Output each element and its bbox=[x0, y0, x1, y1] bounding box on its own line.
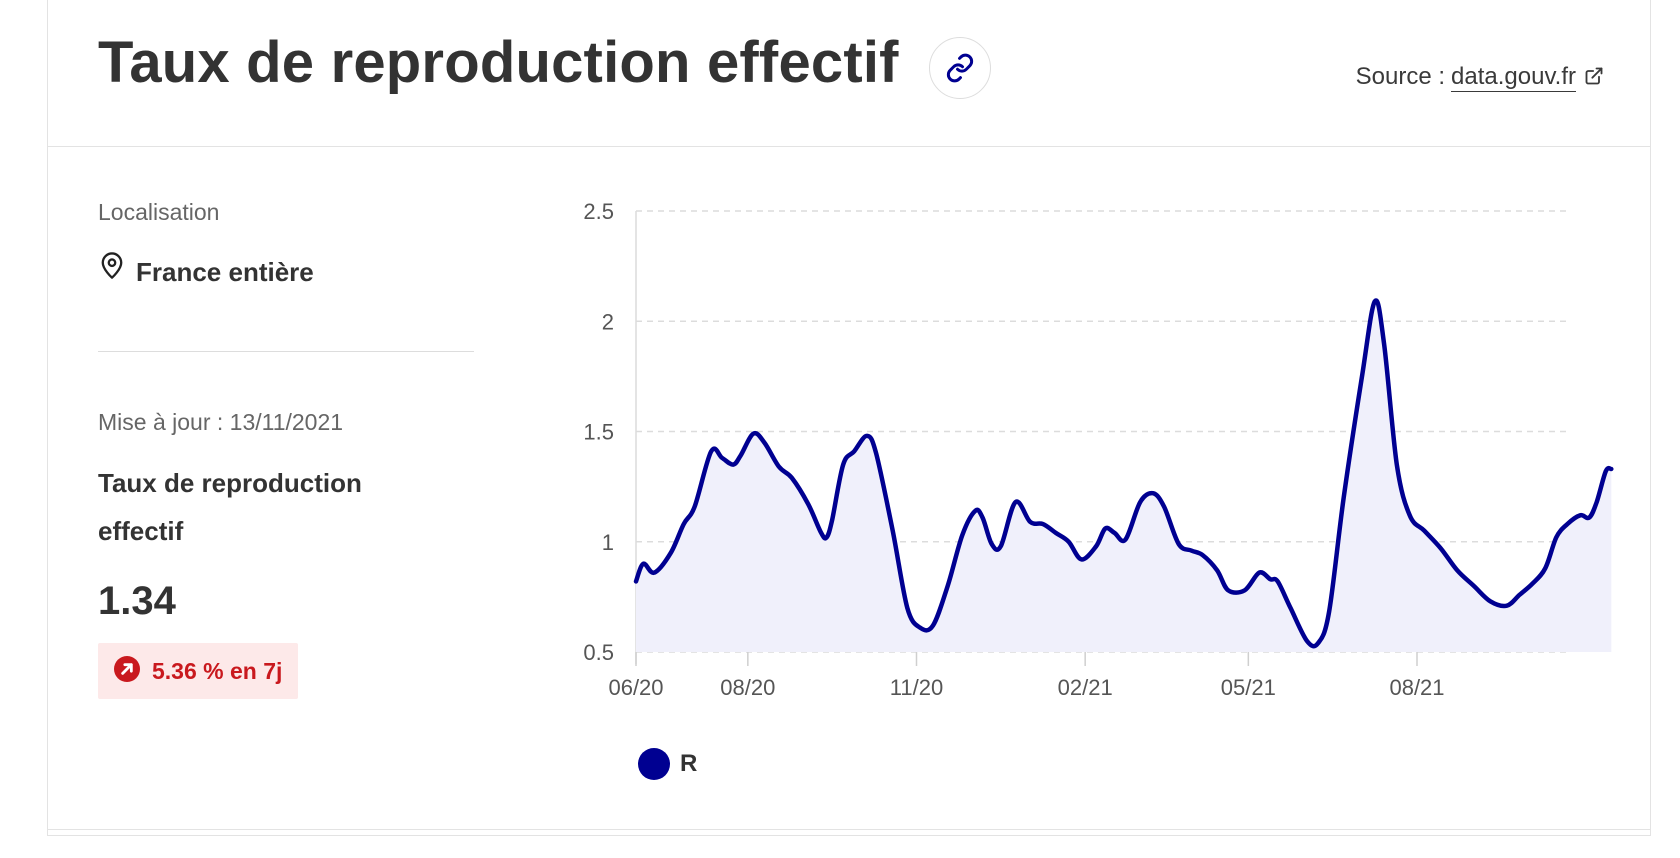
external-link-icon bbox=[1584, 65, 1604, 93]
arrow-up-right-icon bbox=[114, 655, 140, 687]
legend-label: R bbox=[680, 750, 698, 777]
chart-legend[interactable]: R bbox=[638, 748, 697, 780]
indicator-card: Taux de reproduction effectif Source : da… bbox=[47, 0, 1651, 836]
location-value: France entière bbox=[136, 257, 314, 287]
card-header: Taux de reproduction effectif Source : da… bbox=[48, 0, 1650, 147]
map-pin-icon bbox=[98, 250, 126, 285]
divider bbox=[98, 351, 474, 352]
card-footer-divider bbox=[48, 829, 1650, 830]
update-date: Mise à jour : 13/11/2021 bbox=[98, 409, 344, 435]
copy-link-button[interactable] bbox=[929, 37, 991, 99]
location-selector[interactable]: France entière bbox=[98, 252, 314, 288]
source-label: Source : bbox=[1355, 63, 1446, 90]
page-title: Taux de reproduction effectif bbox=[98, 30, 899, 95]
trend-badge: 5.36 % en 7j bbox=[98, 643, 299, 699]
location-label: Localisation bbox=[98, 199, 220, 225]
indicator-label: Taux de reproduction effectif bbox=[98, 468, 362, 546]
trend-text: 5.36 % en 7j bbox=[152, 657, 283, 684]
indicator-value: 1.34 bbox=[98, 579, 176, 623]
source-link[interactable]: data.gouv.fr bbox=[1451, 63, 1576, 92]
link-icon bbox=[946, 53, 974, 83]
source: Source : data.gouv.fr bbox=[1356, 63, 1604, 93]
legend-swatch bbox=[638, 748, 670, 780]
